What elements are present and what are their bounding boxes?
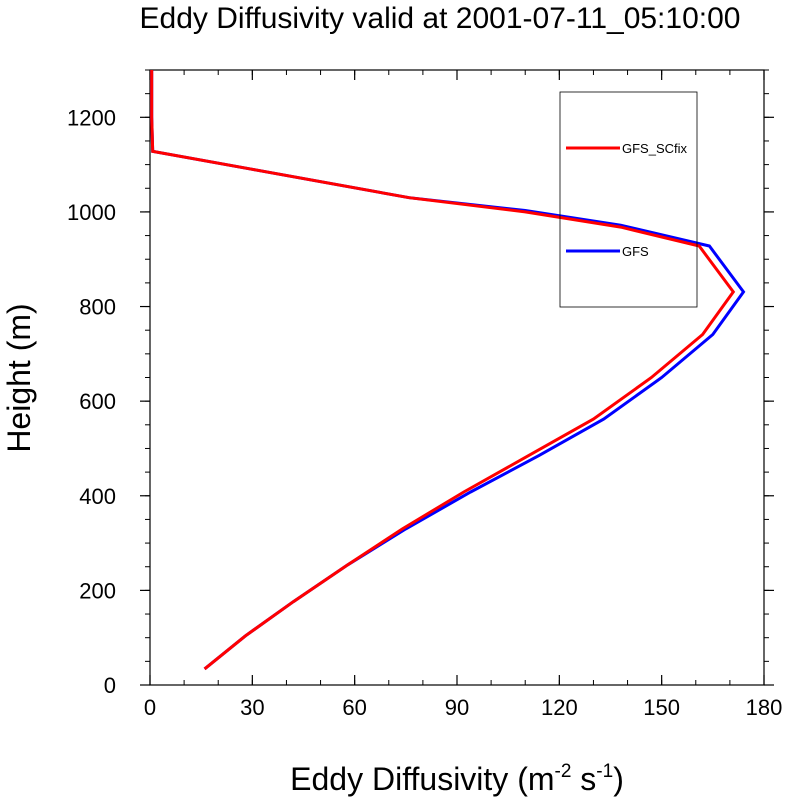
x-axis-label-end: ) bbox=[613, 761, 624, 797]
y-tick-label: 400 bbox=[79, 484, 116, 509]
x-tick-label: 180 bbox=[746, 695, 783, 720]
y-tick-label: 800 bbox=[79, 295, 116, 320]
series-line-gfs bbox=[150, 70, 746, 671]
y-tick-label: 1000 bbox=[67, 200, 116, 225]
x-tick-label: 90 bbox=[445, 695, 469, 720]
x-axis-label-sup2: -1 bbox=[596, 761, 613, 782]
x-axis-label-main: Eddy Diffusivity (m bbox=[290, 761, 554, 797]
series-lines bbox=[150, 70, 746, 671]
legend: GFS_SCfix GFS bbox=[559, 91, 698, 308]
y-axis-label: Height (m) bbox=[1, 303, 37, 452]
plot-frame bbox=[149, 69, 765, 686]
y-tick-label: 200 bbox=[79, 578, 116, 603]
x-axis-label: Eddy Diffusivity (m-2 s-1) bbox=[290, 761, 624, 797]
x-tick-label: 120 bbox=[541, 695, 578, 720]
chart-title: Eddy Diffusivity valid at 2001-07-11_05:… bbox=[140, 2, 741, 35]
y-tick-label: 1200 bbox=[67, 105, 116, 130]
series-line-gfs-scfix bbox=[150, 70, 736, 671]
legend-label-gfs-scfix: GFS_SCfix bbox=[622, 141, 688, 156]
legend-box bbox=[559, 91, 698, 308]
axis-tick-labels: 0 30 60 90 120 150 180 0 200 400 600 800 1000 1200 bbox=[67, 105, 782, 720]
y-tick-label: 600 bbox=[79, 389, 116, 414]
x-axis-label-sup1: -2 bbox=[555, 761, 572, 782]
axis-ticks bbox=[140, 69, 774, 686]
x-tick-label: 30 bbox=[240, 695, 264, 720]
legend-label-gfs: GFS bbox=[622, 244, 649, 259]
x-axis-label-mid: s bbox=[571, 761, 596, 797]
x-tick-label: 150 bbox=[643, 695, 680, 720]
x-tick-label: 0 bbox=[144, 695, 156, 720]
y-tick-label: 0 bbox=[104, 673, 116, 698]
x-tick-label: 60 bbox=[342, 695, 366, 720]
